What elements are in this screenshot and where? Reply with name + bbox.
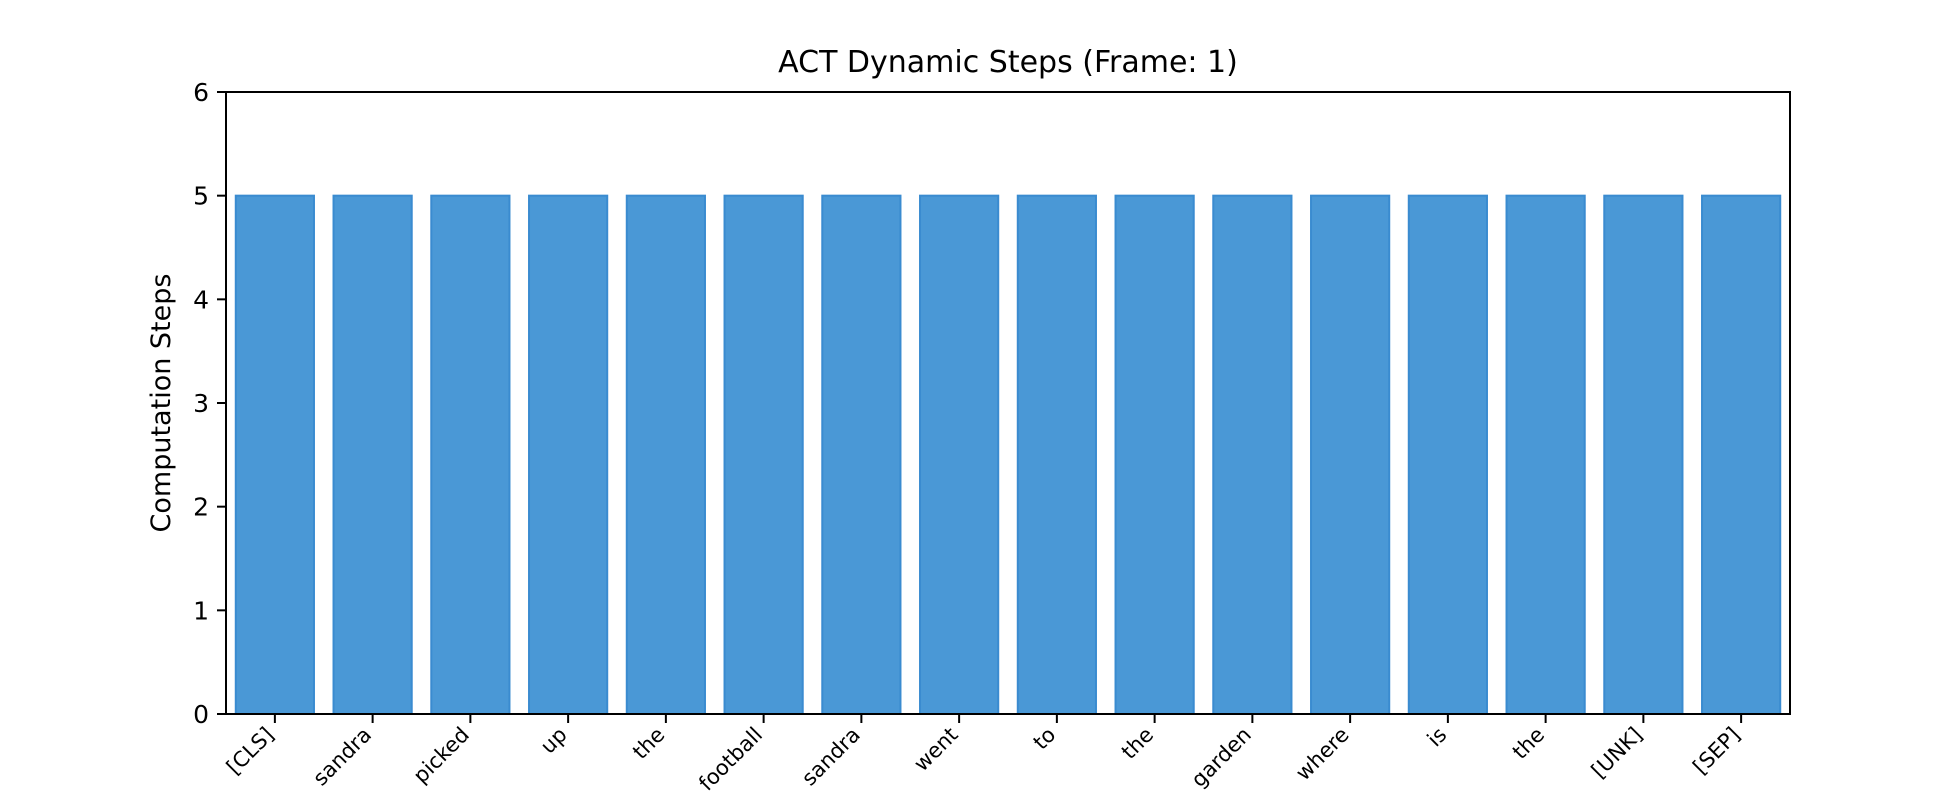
y-tick-label: 2: [193, 493, 209, 522]
bar-1: [332, 194, 413, 714]
bar-4: [625, 194, 706, 714]
bar-13: [1505, 194, 1586, 714]
x-tick-label: [CLS]: [222, 723, 279, 780]
x-tick-label: sandra: [797, 723, 865, 791]
bar-15: [1701, 194, 1782, 714]
y-tick-label: 1: [193, 596, 209, 625]
bar-8: [1016, 194, 1097, 714]
x-ticks-layer: [CLS] sandra picked up the football sandra went…: [222, 714, 1745, 796]
y-axis-label: Computation Steps: [146, 274, 177, 533]
y-tick-label: 4: [193, 285, 209, 314]
x-tick-label: up: [536, 723, 572, 759]
x-tick-label: picked: [409, 723, 474, 788]
bar-14: [1603, 194, 1684, 714]
bar-11: [1310, 194, 1391, 714]
x-tick-label: sandra: [308, 723, 376, 791]
x-tick-label: [UNK]: [1587, 723, 1647, 783]
x-tick-label: to: [1029, 723, 1061, 755]
bar-7: [919, 194, 1000, 714]
x-tick-label: is: [1423, 723, 1452, 752]
x-tick-label: the: [1508, 723, 1549, 764]
bar-2: [430, 194, 511, 714]
y-tick-label: 3: [193, 389, 209, 418]
x-tick-label: where: [1291, 723, 1354, 786]
x-tick-label: garden: [1187, 723, 1256, 792]
x-tick-label: football: [694, 723, 767, 794]
bar-3: [528, 194, 609, 714]
x-tick-label: the: [628, 723, 669, 764]
bar-5: [723, 194, 804, 714]
x-tick-label: [SEP]: [1688, 723, 1744, 779]
bars-layer: [234, 194, 1782, 714]
x-tick-label: went: [909, 723, 962, 776]
bar-12: [1407, 194, 1488, 714]
bar-0: [234, 194, 315, 714]
y-ticks-layer: 0 1 2 3 4 5 6: [193, 78, 226, 729]
y-tick-label: 5: [193, 182, 209, 211]
x-tick-label: the: [1117, 723, 1158, 764]
chart-title: ACT Dynamic Steps (Frame: 1): [778, 45, 1238, 80]
bar-9: [1114, 194, 1195, 714]
bar-6: [821, 194, 902, 714]
y-tick-label: 6: [193, 78, 209, 107]
bar-10: [1212, 194, 1293, 714]
y-tick-label: 0: [193, 700, 209, 729]
